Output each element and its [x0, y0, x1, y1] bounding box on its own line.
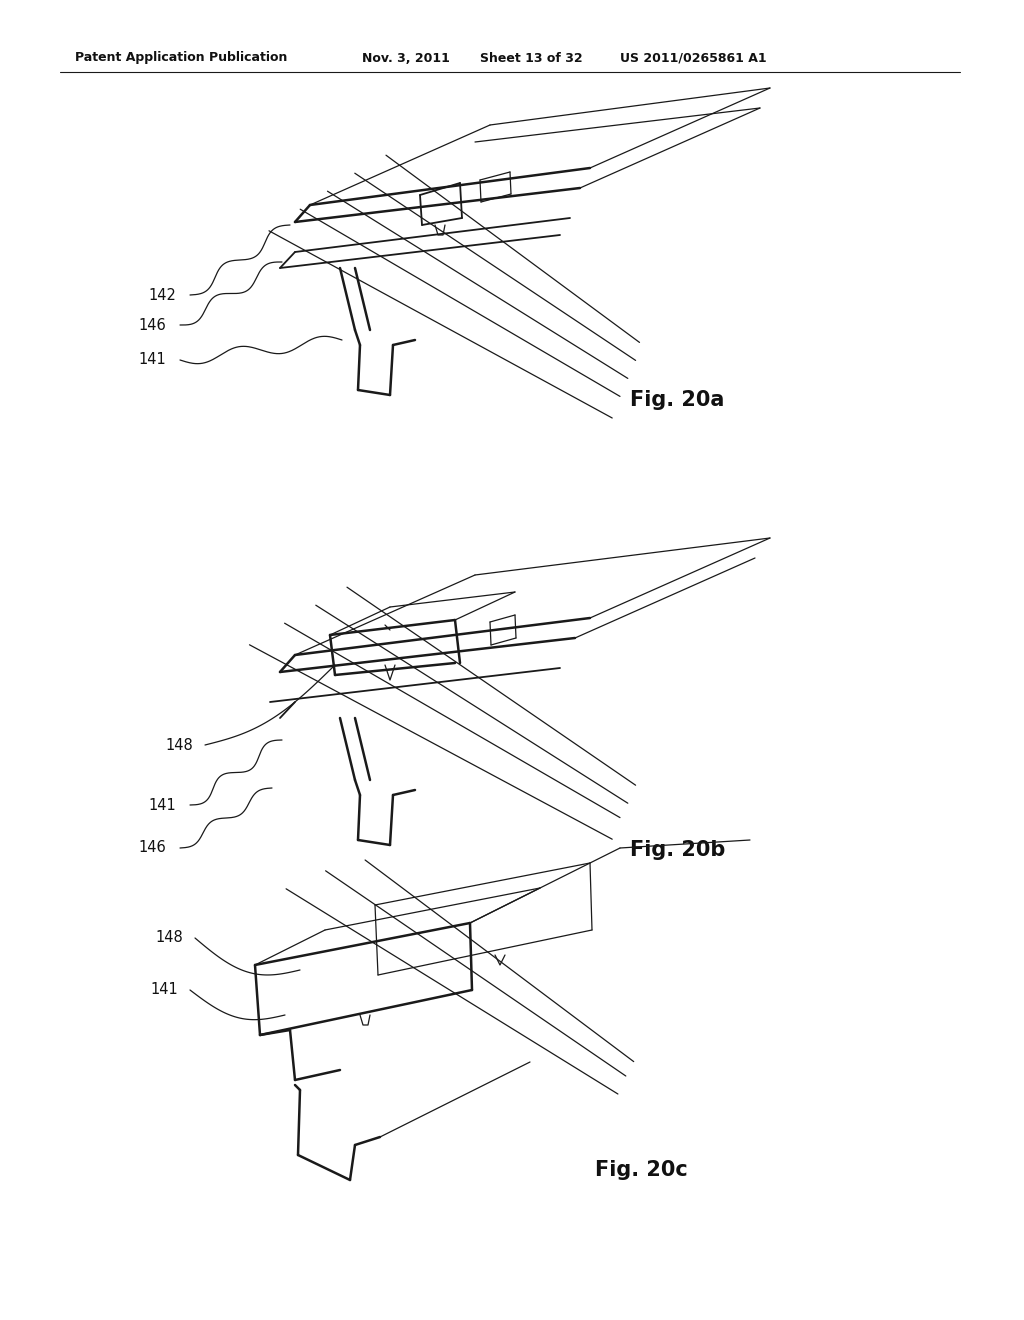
Text: 141: 141	[148, 797, 176, 813]
Text: 141: 141	[138, 352, 166, 367]
Text: Fig. 20b: Fig. 20b	[630, 840, 725, 861]
Text: Fig. 20c: Fig. 20c	[595, 1160, 688, 1180]
Text: Fig. 20a: Fig. 20a	[630, 389, 724, 411]
Text: 148: 148	[165, 738, 193, 752]
Text: 148: 148	[155, 931, 182, 945]
Text: 146: 146	[138, 841, 166, 855]
Text: Sheet 13 of 32: Sheet 13 of 32	[480, 51, 583, 65]
Text: Patent Application Publication: Patent Application Publication	[75, 51, 288, 65]
Text: US 2011/0265861 A1: US 2011/0265861 A1	[620, 51, 767, 65]
Text: 146: 146	[138, 318, 166, 333]
Text: 142: 142	[148, 288, 176, 302]
Text: 141: 141	[150, 982, 178, 998]
Text: Nov. 3, 2011: Nov. 3, 2011	[362, 51, 450, 65]
